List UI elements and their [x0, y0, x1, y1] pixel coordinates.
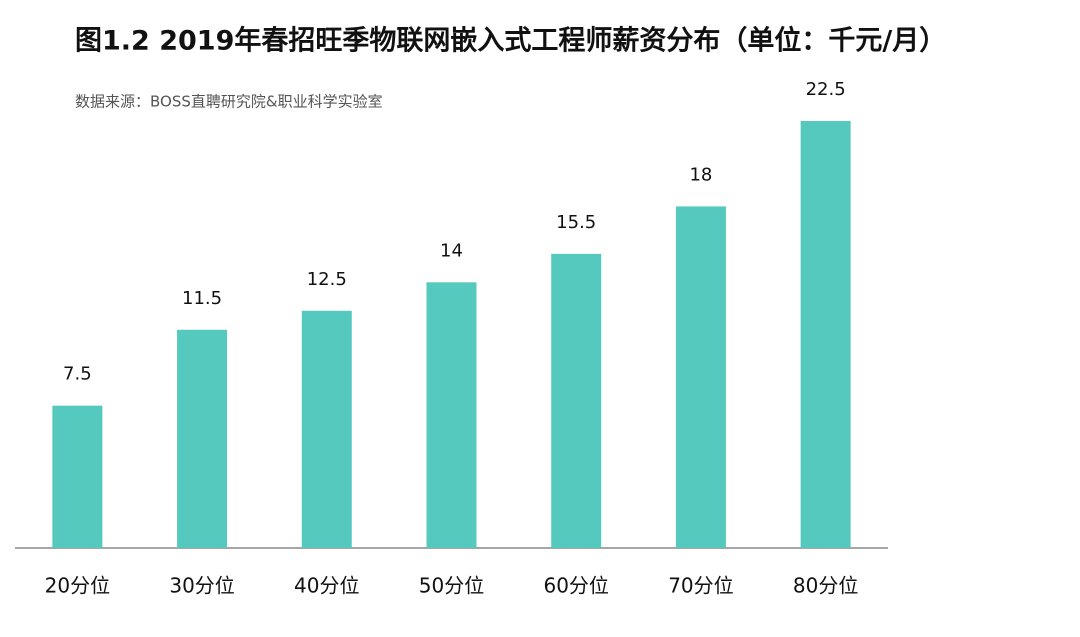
value-label: 7.5	[63, 364, 92, 385]
chart-subtitle: 数据来源：BOSS直聘研究院&职业科学实验室	[75, 93, 383, 111]
chart-title: 图1.2 2019年春招旺季物联网嵌入式工程师薪资分布（单位：千元/月）	[75, 25, 946, 57]
value-label: 15.5	[556, 212, 596, 233]
x-tick-label: 80分位	[793, 574, 858, 598]
value-label: 12.5	[307, 269, 347, 290]
x-tick-label: 20分位	[45, 574, 110, 598]
value-label: 14	[440, 240, 463, 261]
bar	[177, 329, 228, 548]
value-label: 22.5	[806, 79, 846, 100]
bar	[426, 282, 477, 548]
value-label: 11.5	[182, 288, 222, 309]
bar	[675, 206, 726, 548]
x-tick-label: 50分位	[419, 574, 484, 598]
value-label: 18	[689, 164, 712, 185]
bar	[301, 310, 352, 548]
x-tick-label: 30分位	[169, 574, 234, 598]
bar	[551, 253, 602, 548]
x-tick-label: 60分位	[543, 574, 608, 598]
x-tick-label: 40分位	[294, 574, 359, 598]
x-tick-label: 70分位	[668, 574, 733, 598]
bar	[52, 405, 103, 548]
bar	[800, 121, 851, 548]
